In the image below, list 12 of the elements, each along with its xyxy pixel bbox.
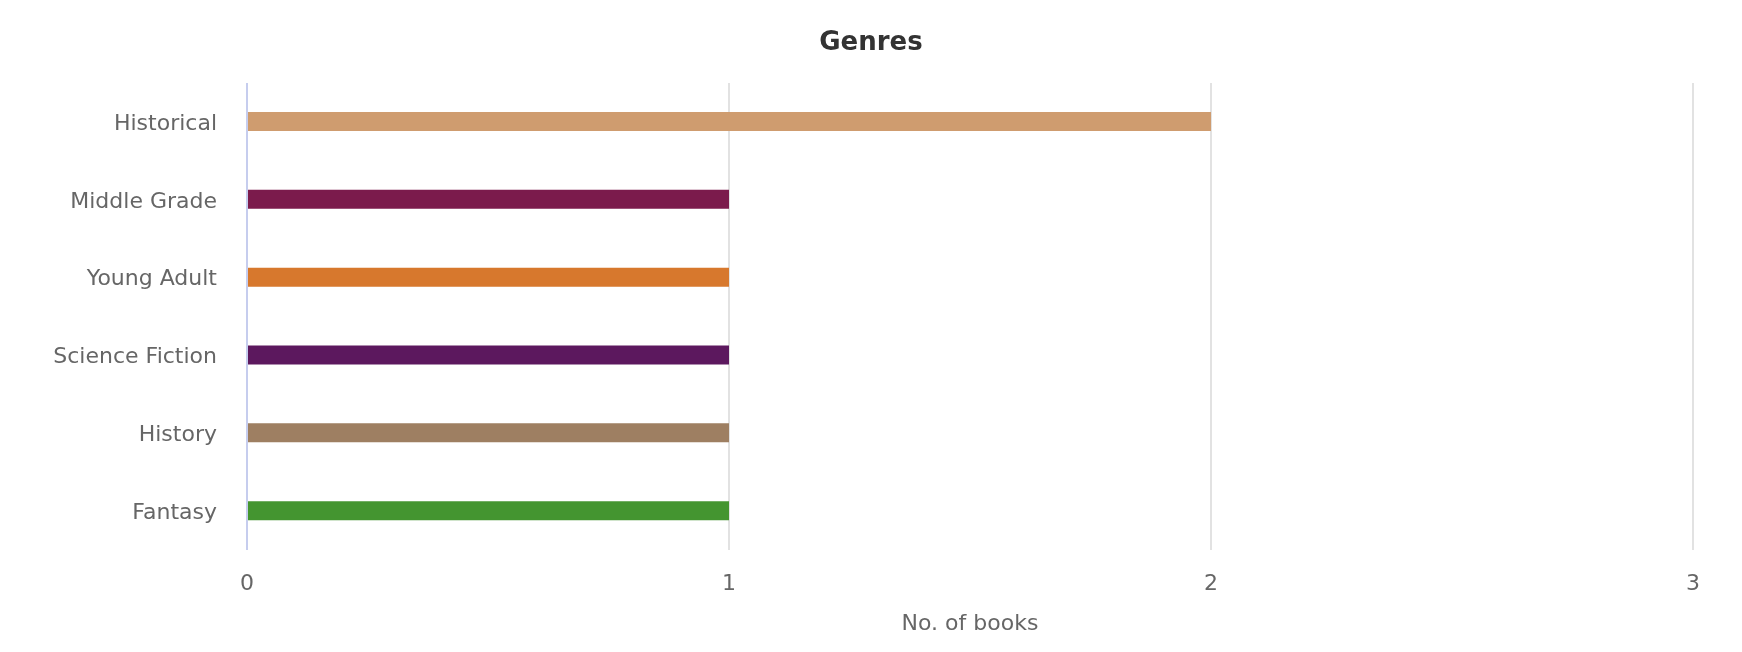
y-tick-label: Young Adult [85, 265, 218, 291]
y-tick-label: Fantasy [132, 498, 217, 524]
chart-title: Genres [818, 25, 924, 57]
y-tick-label: Historical [113, 109, 217, 135]
y-tick-label: Science Fiction [53, 343, 217, 369]
x-axis-title: No. of books [901, 609, 1039, 635]
x-tick-label: 1 [722, 569, 736, 595]
x-tick-label: 0 [240, 569, 254, 595]
y-tick-label: Middle Grade [70, 187, 217, 213]
x-tick-label: 2 [1204, 569, 1218, 595]
y-tick-label: History [138, 421, 217, 447]
x-tick-label: 3 [1686, 569, 1700, 595]
